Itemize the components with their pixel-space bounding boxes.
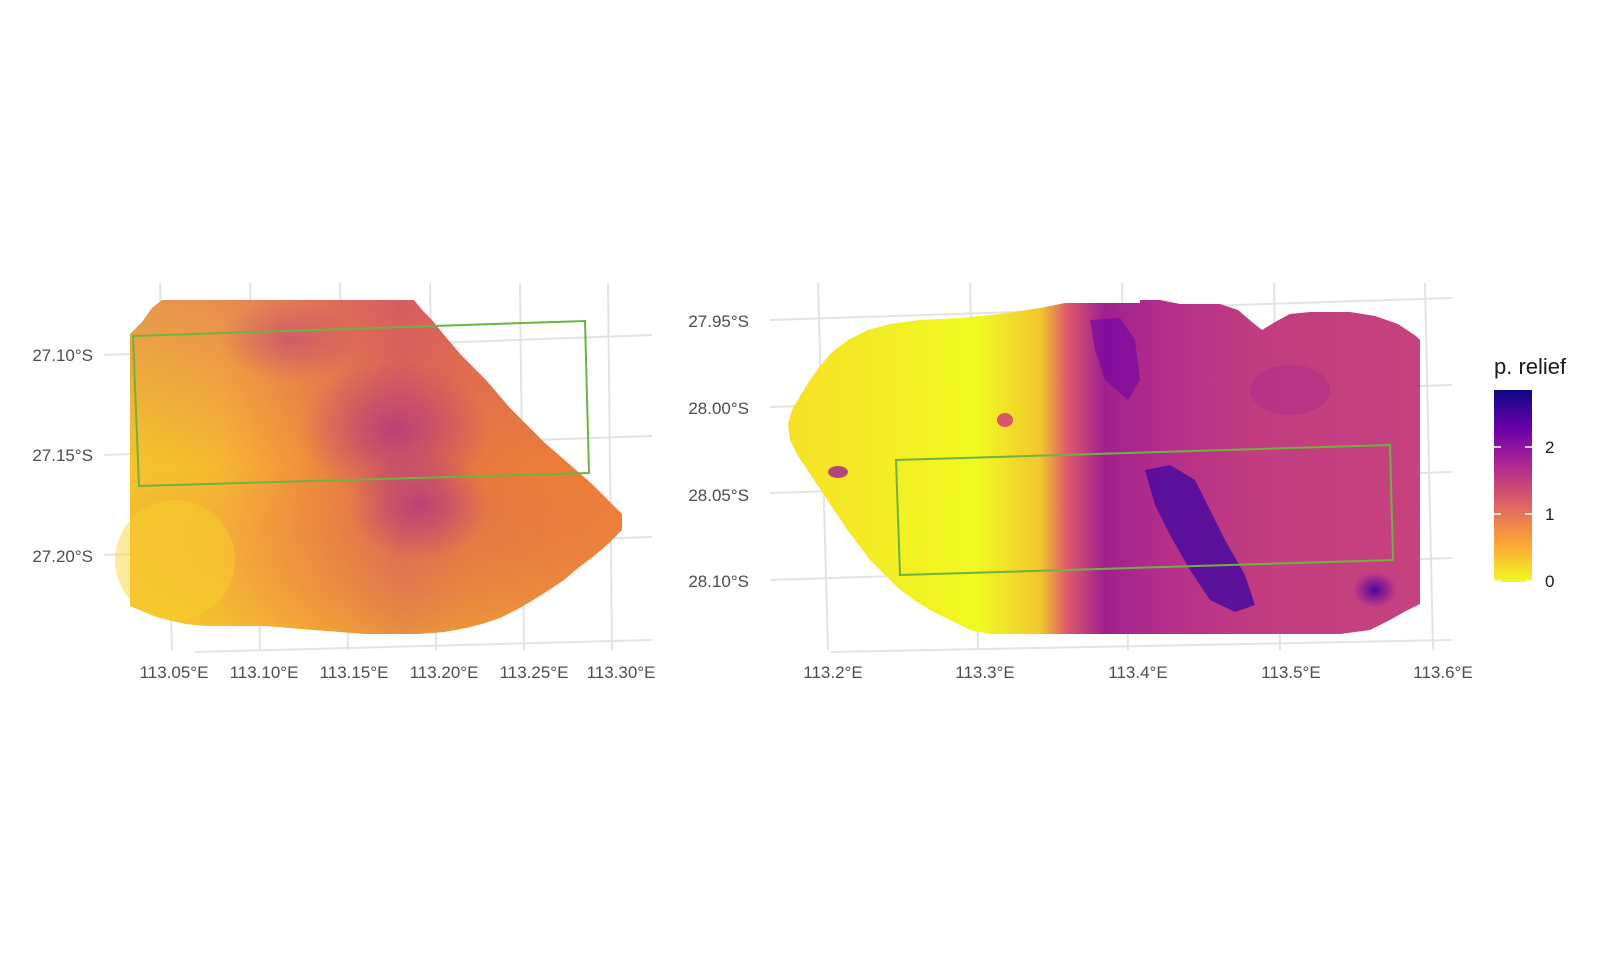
left-x-tick-6: 113.30°E (587, 663, 656, 682)
left-x-tick-2: 113.10°E (230, 663, 299, 682)
left-y-tick-2: 27.15°S (32, 446, 93, 465)
legend-title: p. relief (1494, 354, 1567, 379)
left-y-tick-3: 27.20°S (32, 547, 93, 566)
right-relief-raster (788, 300, 1420, 634)
legend: p. relief 0 1 2 (1494, 354, 1567, 591)
left-y-tick-1: 27.10°S (32, 346, 93, 365)
legend-tick-2: 2 (1545, 438, 1554, 457)
right-x-tick-2: 113.3°E (955, 663, 1014, 682)
right-x-tick-4: 113.5°E (1261, 663, 1320, 682)
right-y-tick-2: 28.00°S (688, 399, 749, 418)
right-study-area-outline (894, 443, 1395, 577)
legend-colorbar (1494, 390, 1532, 582)
legend-tick-1: 1 (1545, 505, 1554, 524)
legend-tick-0: 0 (1545, 572, 1554, 591)
left-x-tick-5: 113.25°E (500, 663, 569, 682)
left-x-tick-3: 113.15°E (320, 663, 389, 682)
right-x-tick-1: 113.2°E (803, 663, 862, 682)
right-y-tick-3: 28.05°S (688, 486, 749, 505)
left-map-panel: 27.10°S 27.15°S 27.20°S 113.05°E 113.10°… (32, 282, 656, 682)
left-x-tick-4: 113.20°E (410, 663, 479, 682)
left-x-tick-1: 113.05°E (140, 663, 209, 682)
right-x-tick-5: 113.6°E (1413, 663, 1472, 682)
left-relief-raster (115, 300, 622, 634)
right-y-tick-4: 28.10°S (688, 572, 749, 591)
left-study-area-outline (131, 319, 591, 488)
right-y-tick-1: 27.95°S (688, 312, 749, 331)
right-x-tick-3: 113.4°E (1108, 663, 1167, 682)
right-map-panel: 27.95°S 28.00°S 28.05°S 28.10°S 113.2°E … (688, 282, 1473, 682)
